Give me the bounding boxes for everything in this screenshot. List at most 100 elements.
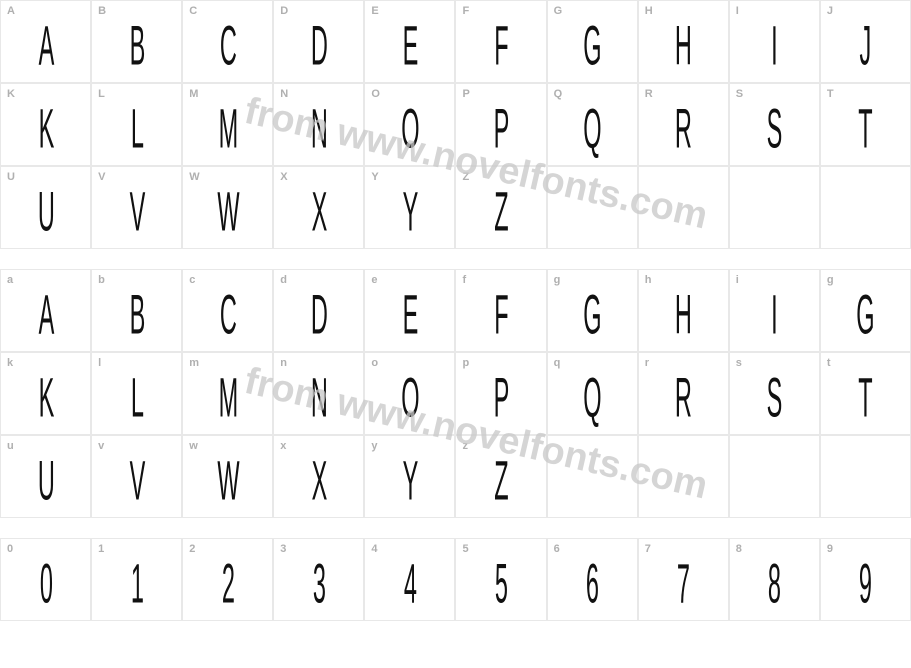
- cell-glyph: F: [494, 12, 508, 77]
- cell-glyph: O: [401, 95, 418, 160]
- cell-glyph: W: [217, 447, 238, 512]
- cell-glyph: 3: [313, 550, 325, 615]
- cell-glyph: N: [311, 95, 327, 160]
- cell-glyph: W: [217, 178, 238, 243]
- glyph-cell: XX: [273, 166, 364, 249]
- cell-glyph: H: [675, 281, 691, 346]
- font-character-grid: AABBCCDDEEFFGGHHIIJJKKLLMMNNOOPPQQRRSSTT…: [0, 0, 911, 621]
- cell-label: T: [827, 88, 834, 100]
- cell-glyph: R: [675, 95, 691, 160]
- cell-glyph: J: [860, 12, 871, 77]
- cell-label: 2: [189, 543, 195, 555]
- cell-label: Z: [462, 171, 469, 183]
- cell-label: B: [98, 5, 106, 17]
- cell-label: P: [462, 88, 469, 100]
- glyph-cell: EE: [364, 0, 455, 83]
- glyph-cell: [638, 166, 729, 249]
- glyph-cell: tT: [820, 352, 911, 435]
- cell-glyph: 8: [768, 550, 780, 615]
- cell-label: R: [645, 88, 653, 100]
- cell-label: z: [462, 440, 468, 452]
- cell-label: t: [827, 357, 831, 369]
- glyph-cell: 11: [91, 538, 182, 621]
- glyph-cell: [729, 166, 820, 249]
- cell-label: L: [98, 88, 105, 100]
- cell-label: 8: [736, 543, 742, 555]
- cell-glyph: K: [38, 95, 53, 160]
- cell-label: A: [7, 5, 15, 17]
- glyph-cell: rR: [638, 352, 729, 435]
- cell-label: 7: [645, 543, 651, 555]
- cell-glyph: V: [129, 178, 144, 243]
- glyph-cell: KK: [0, 83, 91, 166]
- cell-glyph: C: [220, 12, 236, 77]
- cell-label: g: [554, 274, 561, 286]
- glyph-cell: [638, 435, 729, 518]
- cell-label: N: [280, 88, 288, 100]
- cell-glyph: E: [403, 281, 418, 346]
- cell-label: q: [554, 357, 561, 369]
- glyph-cell: LL: [91, 83, 182, 166]
- glyph-cell: JJ: [820, 0, 911, 83]
- cell-glyph: C: [220, 281, 236, 346]
- glyph-cell: 77: [638, 538, 729, 621]
- cell-label: 0: [7, 543, 13, 555]
- cell-label: c: [189, 274, 195, 286]
- glyph-cell: 66: [547, 538, 638, 621]
- glyph-cell: VV: [91, 166, 182, 249]
- cell-glyph: 2: [222, 550, 234, 615]
- cell-label: 4: [371, 543, 377, 555]
- glyph-cell: 88: [729, 538, 820, 621]
- cell-glyph: Q: [583, 95, 600, 160]
- section-spacer: [0, 249, 911, 269]
- glyph-cell: sS: [729, 352, 820, 435]
- cell-glyph: G: [857, 281, 874, 346]
- glyph-cell: [820, 166, 911, 249]
- glyph-cell: YY: [364, 166, 455, 249]
- glyph-cell: [729, 435, 820, 518]
- cell-glyph: R: [675, 364, 691, 429]
- glyph-cell: lL: [91, 352, 182, 435]
- glyph-cell: OO: [364, 83, 455, 166]
- cell-label: S: [736, 88, 743, 100]
- cell-glyph: B: [129, 281, 144, 346]
- glyph-cell: 22: [182, 538, 273, 621]
- cell-label: w: [189, 440, 198, 452]
- cell-glyph: 1: [131, 550, 143, 615]
- cell-glyph: H: [675, 12, 691, 77]
- glyph-cell: FF: [455, 0, 546, 83]
- cell-label: 6: [554, 543, 560, 555]
- cell-label: 3: [280, 543, 286, 555]
- glyph-cell: xX: [273, 435, 364, 518]
- glyph-cell: hH: [638, 269, 729, 352]
- cell-label: D: [280, 5, 288, 17]
- glyph-cell: 55: [455, 538, 546, 621]
- cell-label: s: [736, 357, 742, 369]
- glyph-cell: fF: [455, 269, 546, 352]
- cell-label: 5: [462, 543, 468, 555]
- glyph-cell: AA: [0, 0, 91, 83]
- cell-glyph: I: [771, 281, 777, 346]
- cell-label: U: [7, 171, 15, 183]
- glyph-cell: BB: [91, 0, 182, 83]
- cell-glyph: L: [131, 95, 143, 160]
- cell-label: Y: [371, 171, 378, 183]
- glyph-cell: TT: [820, 83, 911, 166]
- glyph-cell: dD: [273, 269, 364, 352]
- cell-label: J: [827, 5, 833, 17]
- cell-label: E: [371, 5, 378, 17]
- cell-glyph: Q: [583, 364, 600, 429]
- cell-label: I: [736, 5, 739, 17]
- glyph-cell: II: [729, 0, 820, 83]
- cell-label: l: [98, 357, 101, 369]
- glyph-cell: WW: [182, 166, 273, 249]
- cell-glyph: 4: [404, 550, 416, 615]
- glyph-cell: RR: [638, 83, 729, 166]
- cell-label: e: [371, 274, 377, 286]
- glyph-cell: nN: [273, 352, 364, 435]
- glyph-cell: eE: [364, 269, 455, 352]
- glyph-cell: QQ: [547, 83, 638, 166]
- glyph-cell: [820, 435, 911, 518]
- glyph-cell: vV: [91, 435, 182, 518]
- glyph-cell: SS: [729, 83, 820, 166]
